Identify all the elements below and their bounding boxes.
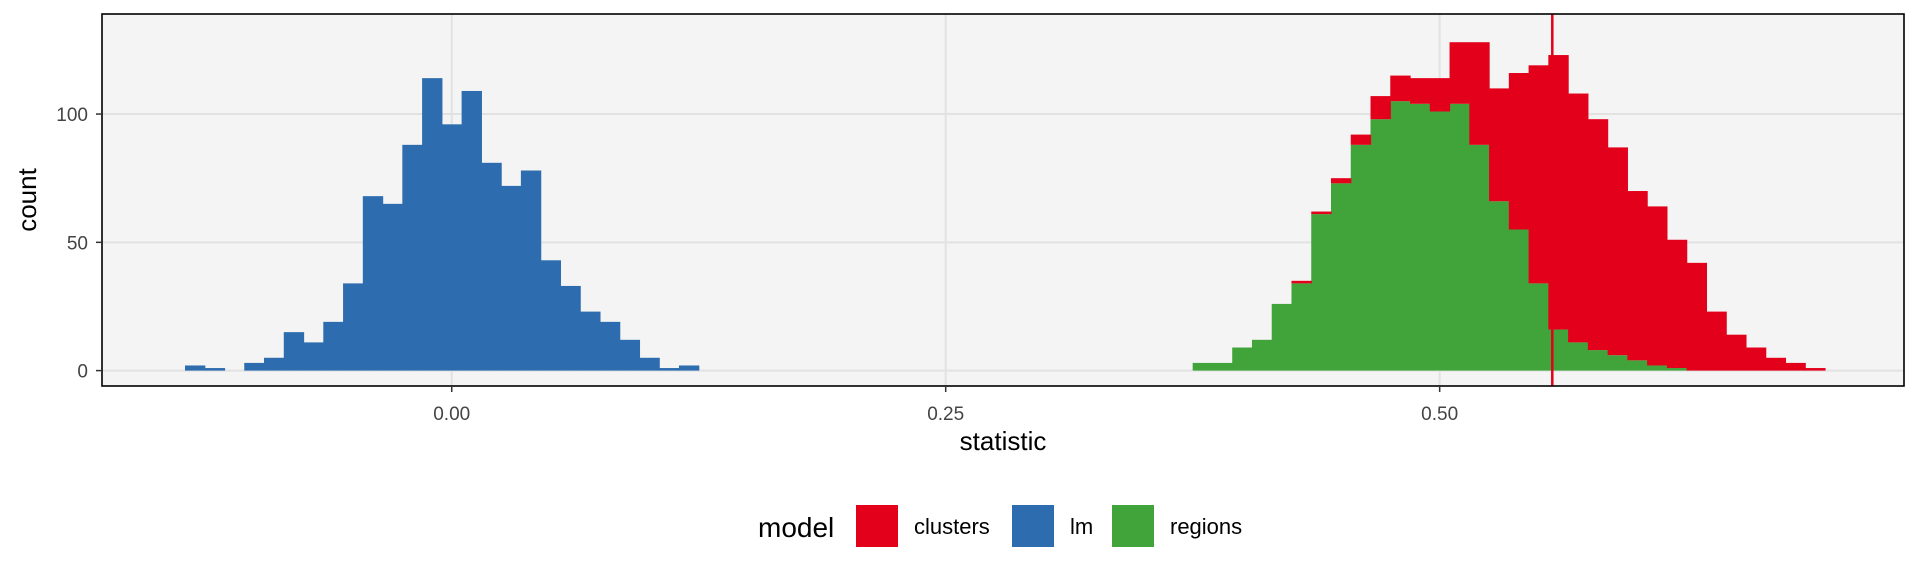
x-tick-label: 0.00 — [433, 404, 470, 425]
bar-lm — [580, 311, 601, 371]
plot-border — [101, 13, 1905, 387]
bar-lm — [678, 365, 700, 371]
bar-clusters — [1726, 334, 1747, 371]
bar-lm — [283, 332, 305, 371]
bar-regions — [1330, 183, 1352, 371]
legend-title: model — [758, 512, 834, 543]
bar-regions — [1429, 111, 1451, 371]
bar-regions — [1607, 355, 1628, 371]
legend-label-clusters: clusters — [914, 514, 990, 539]
x-tick-label: 0.25 — [927, 404, 964, 425]
bar-regions — [1271, 303, 1293, 371]
bar-lm — [422, 78, 443, 371]
bar-clusters — [1390, 75, 1411, 102]
y-tick-label: 100 — [56, 105, 88, 126]
bar-lm — [461, 90, 482, 371]
legend-label-regions: regions — [1170, 514, 1242, 539]
bar-lm — [303, 342, 324, 371]
y-tick-label: 0 — [77, 362, 88, 383]
bar-regions — [1627, 360, 1648, 371]
bar-clusters — [1489, 88, 1510, 202]
bar-regions — [1370, 119, 1391, 371]
bar-lm — [639, 357, 660, 371]
bar-clusters — [1311, 211, 1332, 215]
bar-clusters — [1785, 362, 1806, 371]
bar-clusters — [1370, 96, 1391, 120]
bar-regions — [1232, 347, 1253, 371]
bar-clusters — [1429, 78, 1451, 112]
bar-lm — [362, 196, 384, 371]
bar-clusters — [1765, 357, 1787, 371]
bar-regions — [1311, 214, 1332, 371]
bar-lm — [244, 362, 265, 371]
bar-lm — [599, 321, 621, 371]
bar-regions — [1666, 368, 1688, 371]
bar-clusters — [1805, 368, 1826, 371]
bar-clusters — [1745, 347, 1767, 371]
bar-regions — [1489, 201, 1510, 371]
bar-clusters — [1706, 311, 1727, 371]
bar-regions — [1410, 103, 1431, 371]
bar-lm — [501, 185, 522, 371]
bar-clusters — [1291, 280, 1312, 284]
bar-clusters — [1469, 42, 1490, 145]
bar-clusters — [1627, 191, 1648, 361]
bar-lm — [441, 124, 463, 371]
bar-lm — [481, 162, 502, 371]
bar-lm — [659, 368, 680, 371]
legend-swatch-regions — [1112, 505, 1154, 547]
bar-clusters — [1568, 93, 1589, 343]
legend-swatch-lm — [1012, 505, 1054, 547]
y-tick-label: 50 — [67, 233, 88, 254]
bar-regions — [1528, 283, 1549, 371]
x-tick-label: 0.50 — [1421, 404, 1458, 425]
bar-clusters — [1607, 147, 1628, 356]
bar-lm — [382, 203, 403, 371]
bar-regions — [1390, 101, 1411, 371]
bar-regions — [1449, 103, 1470, 371]
legend: model clusters lm regions — [758, 505, 1242, 547]
y-axis-title: count — [12, 167, 42, 231]
bar-regions — [1291, 283, 1312, 371]
bar-lm — [323, 321, 344, 371]
bar-lm — [540, 260, 562, 371]
bar-regions — [1647, 365, 1668, 371]
x-axis-title: statistic — [960, 426, 1047, 456]
bar-lm — [264, 357, 285, 371]
bar-clusters — [1686, 262, 1708, 371]
bar-clusters — [1410, 78, 1431, 104]
bar-regions — [1192, 362, 1214, 371]
legend-swatch-clusters — [856, 505, 898, 547]
bar-lm — [343, 283, 364, 371]
bar-clusters — [1330, 178, 1352, 184]
bar-lm — [520, 170, 542, 371]
bar-clusters — [1647, 206, 1668, 366]
bar-lm — [184, 365, 206, 371]
bar-clusters — [1528, 65, 1549, 284]
bar-lm — [204, 368, 226, 371]
bar-regions — [1350, 144, 1372, 371]
bar-clusters — [1508, 73, 1530, 230]
bar-regions — [1587, 350, 1609, 371]
bar-regions — [1469, 144, 1490, 371]
bar-lm — [402, 144, 423, 371]
bar-regions — [1568, 342, 1589, 371]
legend-label-lm: lm — [1070, 514, 1093, 539]
bar-lm — [560, 285, 581, 371]
bar-regions — [1508, 229, 1530, 371]
bar-regions — [1251, 339, 1273, 371]
bar-clusters — [1449, 42, 1470, 104]
bar-lm — [619, 339, 641, 371]
bar-clusters — [1666, 239, 1688, 369]
bar-regions — [1212, 362, 1233, 371]
bar-clusters — [1350, 134, 1372, 145]
bar-clusters — [1587, 119, 1609, 351]
